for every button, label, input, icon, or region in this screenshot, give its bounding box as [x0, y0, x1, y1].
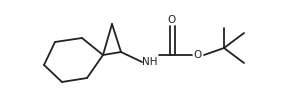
Text: NH: NH: [142, 57, 158, 67]
Text: O: O: [168, 15, 176, 25]
Text: O: O: [193, 50, 201, 60]
